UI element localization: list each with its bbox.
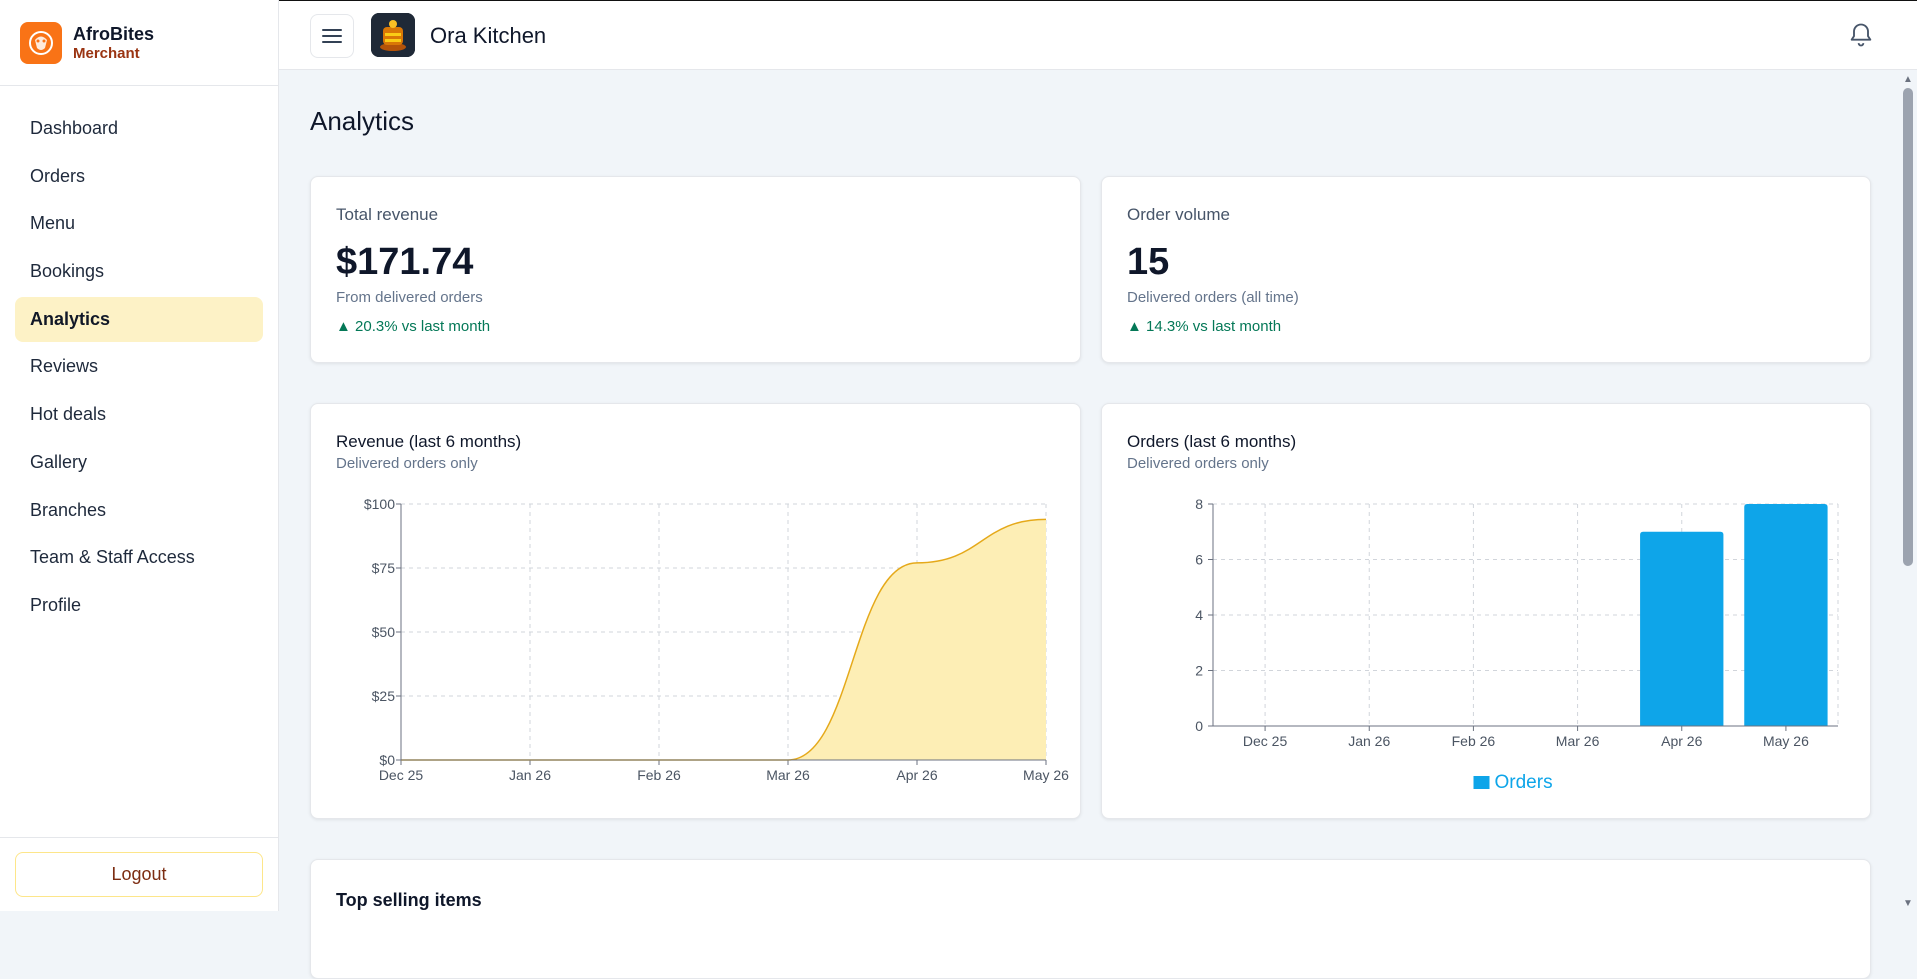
total-revenue-card: Total revenue $171.74 From delivered ord…	[310, 176, 1081, 363]
stat-value: 15	[1127, 241, 1170, 283]
sidebar-nav: Dashboard Orders Menu Bookings Analytics Revi…	[0, 86, 278, 628]
sidebar-item-orders[interactable]: Orders	[30, 165, 86, 186]
logout-button[interactable]: Logout	[15, 852, 263, 897]
store-avatar	[371, 13, 415, 57]
sidebar-item-reviews[interactable]: Reviews	[30, 356, 99, 377]
notification-bell-icon[interactable]	[1847, 21, 1875, 49]
sidebar-item-profile[interactable]: Profile	[30, 594, 82, 615]
y-tick-label: 2	[1195, 663, 1203, 679]
chart-subtitle: Delivered orders only	[1127, 455, 1269, 472]
x-tick-label: May 26	[1763, 733, 1809, 749]
stat-subtitle: From delivered orders	[336, 289, 483, 306]
y-tick-label: 6	[1195, 552, 1203, 568]
sidebar-item-dashboard[interactable]: Dashboard	[30, 118, 119, 138]
sidebar-item-hot-deals[interactable]: Hot deals	[30, 404, 107, 425]
y-tick-label: 0	[1195, 718, 1203, 734]
y-tick-label: $75	[372, 560, 396, 576]
stat-subtitle: Delivered orders (all time)	[1127, 289, 1299, 306]
hamburger-icon	[322, 29, 342, 43]
revenue-chart: $0 $25 $50 $75 $100 Dec 25 Jan 26 Feb 26 Mar 26 A…	[364, 496, 1069, 783]
x-tick-label: Jan 26	[509, 767, 551, 783]
legend-swatch	[1473, 776, 1490, 789]
page-title: Analytics	[310, 106, 415, 136]
menu-toggle-button[interactable]	[310, 14, 354, 58]
y-tick-label: $0	[379, 752, 395, 768]
section-title: Top selling items	[336, 890, 482, 910]
legend-label: Orders	[1495, 772, 1553, 793]
brand-subtitle: Merchant	[73, 44, 140, 62]
scroll-down-icon[interactable]: ▼	[1903, 898, 1913, 909]
brand-name: AfroBites	[73, 23, 155, 44]
scrollbar[interactable]: ▲ ▼	[1899, 70, 1917, 911]
x-tick-label: Feb 26	[1452, 733, 1496, 749]
orders-chart: 0 2 4 6 8 Dec 25 Jan 26 Feb 26 Mar 26 Apr 26 May 2…	[1195, 496, 1839, 793]
y-tick-label: 8	[1195, 496, 1203, 512]
sidebar: AfroBites Merchant Dashboard Orders Menu Bo…	[0, 0, 279, 911]
stat-label: Total revenue	[336, 205, 439, 224]
top-selling-card: Top selling items	[310, 859, 1871, 979]
stat-trend: ▲ 14.3% vs last month	[1127, 318, 1282, 335]
x-tick-label: Dec 25	[1243, 733, 1288, 749]
revenue-area	[401, 519, 1046, 760]
x-tick-label: Mar 26	[766, 767, 810, 783]
y-tick-label: $50	[372, 624, 396, 640]
x-tick-label: Apr 26	[1661, 733, 1702, 749]
revenue-chart-card: Revenue (last 6 months) Delivered orders…	[310, 403, 1081, 819]
divider	[0, 837, 279, 838]
sidebar-item-gallery[interactable]: Gallery	[30, 451, 88, 472]
top-bar: Ora Kitchen	[279, 0, 1917, 70]
x-tick-label: May 26	[1023, 767, 1069, 783]
sidebar-item-team-staff-access[interactable]: Team & Staff Access	[30, 547, 195, 568]
x-tick-label: Jan 26	[1348, 733, 1390, 749]
chart-subtitle: Delivered orders only	[336, 455, 478, 472]
orders-chart-card: Orders (last 6 months) Delivered orders …	[1101, 403, 1871, 819]
stat-trend: ▲ 20.3% vs last month	[336, 318, 491, 335]
brand-logo-icon	[20, 21, 62, 64]
scroll-thumb[interactable]	[1903, 88, 1913, 566]
x-tick-label: Mar 26	[1556, 733, 1600, 749]
order-volume-card: Order volume 15 Delivered orders (all ti…	[1101, 176, 1871, 363]
chart-title: Orders (last 6 months)	[1127, 432, 1297, 451]
store-name: Ora Kitchen	[430, 23, 547, 48]
sidebar-item-menu[interactable]: Menu	[30, 213, 76, 234]
y-tick-label: $100	[364, 496, 395, 512]
y-tick-label: 4	[1195, 607, 1203, 623]
orders-bar	[1744, 504, 1828, 726]
stat-value: $171.74	[336, 241, 474, 283]
sidebar-item-bookings[interactable]: Bookings	[30, 261, 105, 282]
orders-bar	[1640, 531, 1724, 726]
y-tick-label: $25	[372, 688, 396, 704]
main-content: Analytics Total revenue $171.74 From del…	[279, 70, 1899, 979]
sidebar-item-analytics[interactable]: Analytics	[15, 296, 263, 342]
x-tick-label: Dec 25	[379, 767, 424, 783]
chart-title: Revenue (last 6 months)	[336, 432, 522, 451]
stat-label: Order volume	[1127, 205, 1230, 224]
scroll-up-icon[interactable]: ▲	[1903, 74, 1913, 85]
x-tick-label: Feb 26	[637, 767, 681, 783]
x-tick-label: Apr 26	[896, 767, 937, 783]
brand: AfroBites Merchant	[0, 0, 278, 86]
sidebar-item-branches[interactable]: Branches	[30, 499, 107, 520]
